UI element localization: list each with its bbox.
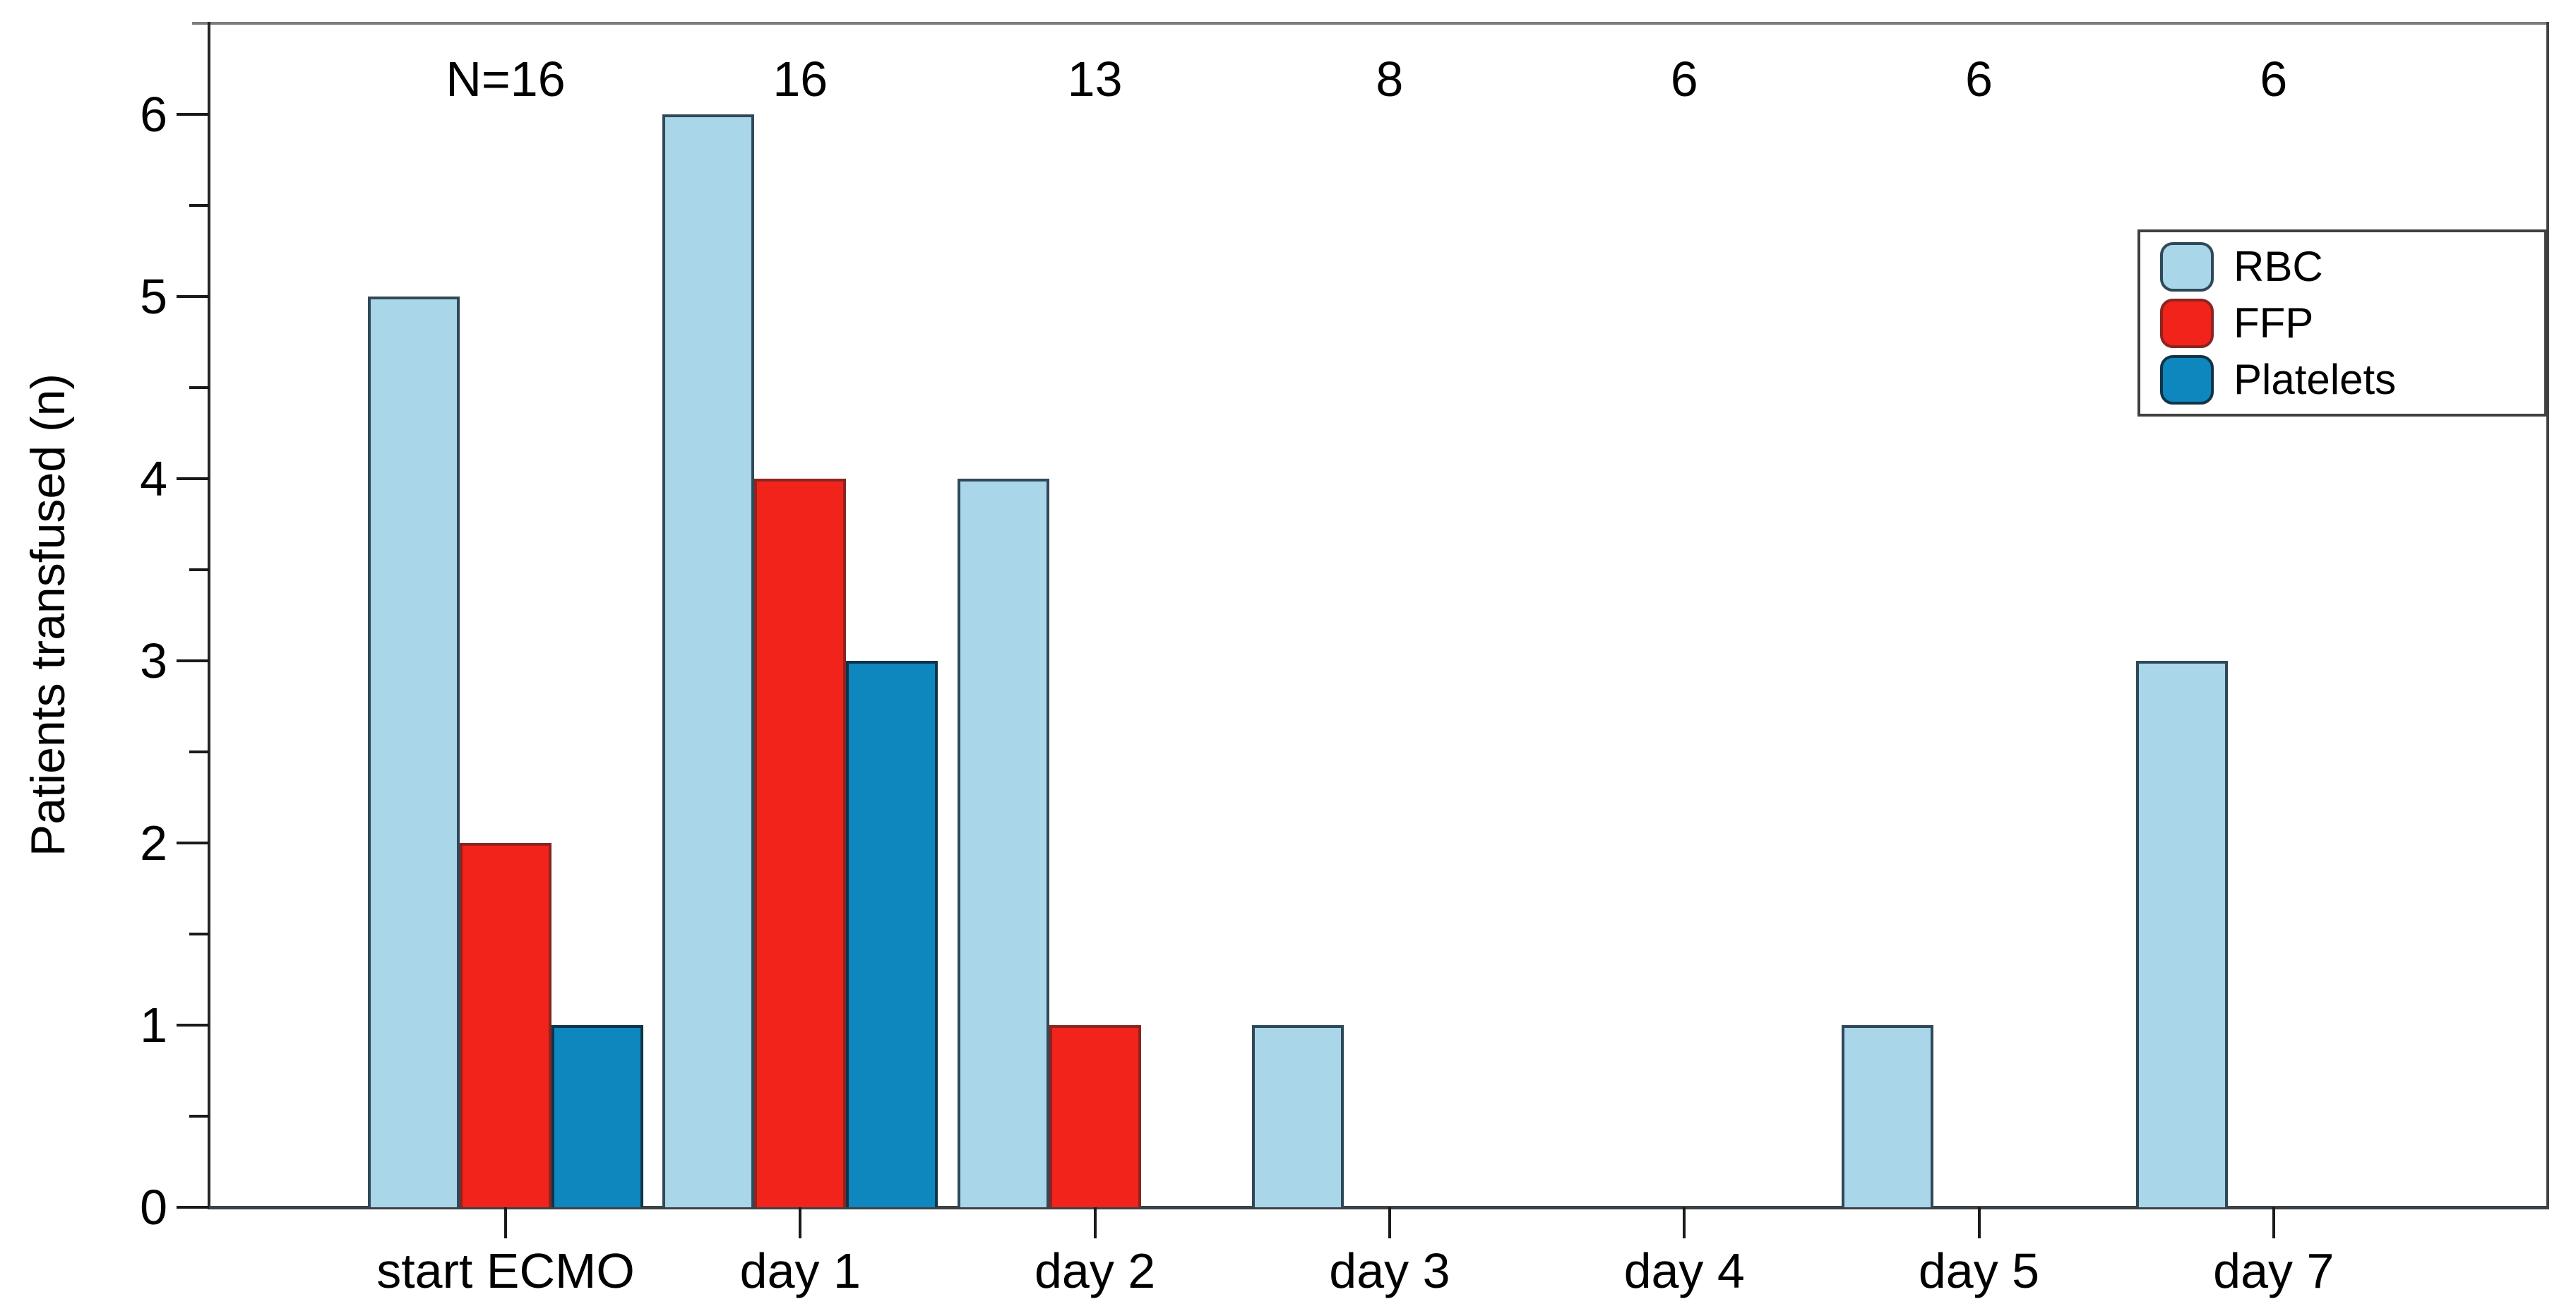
y-axis-line — [208, 22, 210, 1209]
y-tick-label: 4 — [140, 451, 167, 506]
plot-frame-right — [2546, 22, 2549, 1209]
y-minor-tick — [189, 1115, 209, 1118]
bar-rbc-day-1 — [662, 114, 754, 1207]
group-n-label: 6 — [1670, 52, 1698, 107]
x-category-label: day 4 — [1623, 1243, 1745, 1298]
x-axis-tick — [1977, 1207, 1981, 1238]
x-axis-tick — [1093, 1207, 1097, 1238]
legend-item-ffp: FFP — [2160, 298, 2544, 348]
legend: RBC FFP Platelets — [2137, 229, 2547, 417]
y-minor-tick — [189, 750, 209, 753]
y-tick-label: 5 — [140, 269, 167, 324]
y-major-tick — [177, 477, 209, 480]
y-major-tick — [177, 1024, 209, 1027]
x-axis-tick — [504, 1207, 507, 1238]
x-category-label: start ECMO — [376, 1243, 635, 1298]
x-category-label: day 1 — [739, 1243, 861, 1298]
y-minor-tick — [189, 386, 209, 389]
bar-ffp-day-1 — [754, 479, 846, 1207]
group-n-label: 6 — [2260, 52, 2288, 107]
legend-label-rbc: RBC — [2234, 242, 2323, 290]
bar-platelets-day-1 — [846, 661, 938, 1207]
group-n-label: N=16 — [446, 52, 566, 107]
bar-rbc-day-2 — [958, 479, 1049, 1207]
y-major-tick — [177, 842, 209, 844]
y-minor-tick — [189, 568, 209, 571]
y-minor-tick — [189, 933, 209, 935]
y-major-tick — [177, 659, 209, 662]
group-n-label: 8 — [1376, 52, 1404, 107]
plot-area — [209, 23, 2548, 1207]
y-minor-tick — [189, 204, 209, 207]
y-tick-label: 6 — [140, 87, 167, 142]
plot-frame-top — [192, 22, 2549, 25]
bar-rbc-day-3 — [1252, 1025, 1344, 1207]
x-axis-tick — [2272, 1207, 2275, 1238]
y-major-tick — [177, 113, 209, 116]
y-major-tick — [177, 1206, 209, 1209]
group-n-label: 13 — [1067, 52, 1123, 107]
legend-swatch-platelets — [2160, 354, 2214, 405]
y-axis-title: Patients transfused (n) — [21, 373, 75, 857]
bar-ffp-start-ecmo — [460, 843, 551, 1207]
bar-ffp-day-2 — [1049, 1025, 1141, 1207]
group-n-label: 6 — [1965, 52, 1993, 107]
legend-swatch-rbc — [2160, 241, 2214, 292]
x-axis-tick — [1388, 1207, 1391, 1238]
bar-platelets-start-ecmo — [551, 1025, 643, 1207]
y-tick-label: 3 — [140, 633, 167, 688]
bar-rbc-start-ecmo — [368, 297, 460, 1207]
y-tick-label: 0 — [140, 1180, 167, 1235]
bar-rbc-day-7 — [2136, 661, 2228, 1207]
legend-label-platelets: Platelets — [2234, 355, 2397, 403]
group-n-label: 16 — [773, 52, 828, 107]
y-major-tick — [177, 295, 209, 298]
legend-item-rbc: RBC — [2160, 241, 2544, 292]
x-axis-tick — [799, 1207, 802, 1238]
x-category-label: day 2 — [1034, 1243, 1156, 1298]
legend-swatch-ffp — [2160, 298, 2214, 348]
x-category-label: day 7 — [2213, 1243, 2334, 1298]
x-category-label: day 3 — [1329, 1243, 1450, 1298]
bar-rbc-day-5 — [1842, 1025, 1933, 1207]
x-category-label: day 5 — [1918, 1243, 2040, 1298]
legend-item-platelets: Platelets — [2160, 354, 2544, 405]
legend-label-ffp: FFP — [2234, 299, 2314, 347]
x-axis-tick — [1683, 1207, 1686, 1238]
x-axis-line — [208, 1206, 2549, 1209]
y-tick-label: 2 — [140, 815, 167, 871]
y-tick-label: 1 — [140, 998, 167, 1053]
